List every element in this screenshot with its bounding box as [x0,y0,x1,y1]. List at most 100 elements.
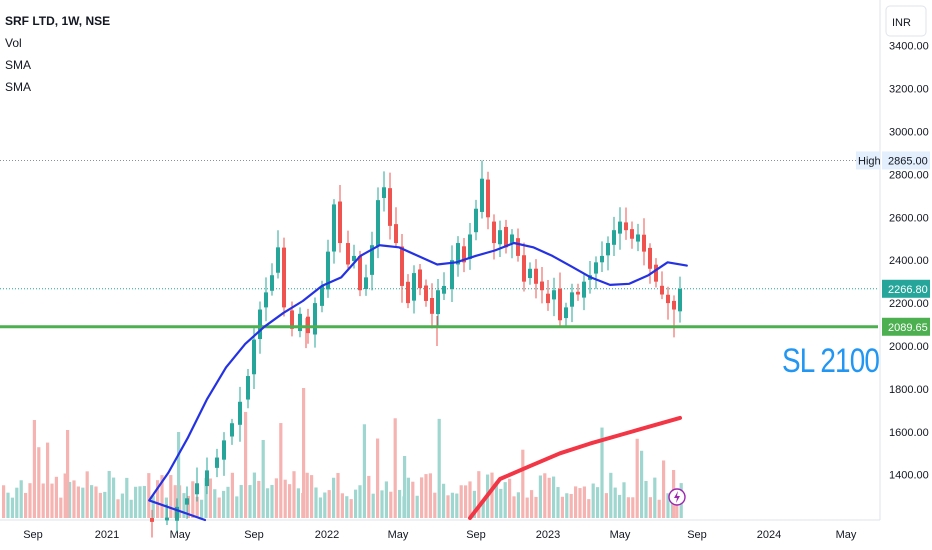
volume-bar [24,492,28,518]
volume-bar [644,480,648,518]
volume-bar [59,497,63,518]
volume-bar [292,471,296,518]
volume-bar [618,494,622,518]
volume-bar [450,492,454,518]
candle-body [522,255,526,282]
volume-bar [362,424,366,518]
candle-body [624,222,628,231]
volume-bar [310,475,314,518]
volume-bar [569,493,573,518]
volume-bar [591,483,595,518]
volume-bar [662,460,666,518]
volume-bar [142,485,146,518]
volume-bar [32,420,36,518]
candle-body [332,204,336,252]
currency-label: INR [892,17,911,29]
candle-body [648,247,652,269]
volume-bar [582,486,586,518]
volume-bar [204,477,208,518]
volume-bar [596,487,600,518]
x-tick-label: 2023 [536,529,560,541]
x-tick-label: May [836,529,857,541]
legend-sma-2[interactable]: SMA [5,80,32,94]
legend-volume[interactable]: Vol [5,36,22,50]
volume-bar [50,483,54,518]
volume-bar [543,473,547,518]
chart-legend: SRF LTD, 1W, NSE Vol SMA SMA [5,10,110,98]
candle-body [175,506,179,521]
volume-bar [376,438,380,518]
candle-body [382,187,386,198]
legend-sma-1[interactable]: SMA [5,58,32,72]
volume-bar [464,485,468,518]
y-tick-label: 1600.00 [889,427,929,439]
volume-bar [37,447,41,518]
volume-bar [349,499,353,518]
currency-box[interactable] [885,5,927,37]
high-price-box [882,151,930,170]
volume-bar [574,486,578,518]
volume-bar [81,487,85,518]
high-tag-label: High [858,155,881,167]
volume-bar [503,482,507,518]
volume-bar [222,490,226,518]
candle-body [678,288,682,312]
candle-body [205,470,209,487]
lightning-icon-glyph [674,491,680,503]
volume-bar [226,486,230,518]
volume-bar [191,481,195,518]
volume-bar [340,493,344,518]
candle-body [462,246,466,263]
volume-bar [424,474,428,518]
candle-body [358,256,362,291]
candle-body [412,273,416,301]
candle-body [346,243,350,265]
volume-bar [28,483,32,518]
candle-body [540,281,544,291]
volume-bar [565,493,569,518]
volume-bar [389,491,393,518]
candle-body [576,291,580,295]
volume-bar [54,476,58,518]
x-tick-label: 2022 [315,529,339,541]
candle-body [424,285,428,301]
candle-body [376,200,380,247]
volume-bar [147,473,151,518]
candle-body [546,293,550,304]
candle-body [394,224,398,244]
volume-bar [600,427,604,518]
volume-bar [406,477,410,518]
volume-bar [305,472,309,518]
stop-loss-annotation: SL 2100 [782,342,880,380]
y-tick-label: 3400.00 [889,41,929,53]
candle-body [400,246,404,286]
volume-bar [138,486,142,518]
volume-bar [640,450,644,518]
volume-bar [560,496,564,518]
volume-bar [552,476,556,518]
volume-bar [19,480,23,518]
candle-body [642,234,646,252]
candle-body [612,230,616,245]
volume-bar [94,486,98,518]
candle-body [666,294,670,304]
volume-bar [235,496,239,518]
volume-bar [415,495,419,518]
volume-bar [332,477,336,518]
volume-bar [248,485,252,518]
volume-bar [578,488,582,518]
y-tick-label: 2200.00 [889,298,929,310]
volume-bar [657,499,661,518]
y-tick-label: 1400.00 [889,470,929,482]
volume-bar [257,480,261,518]
candle-body [230,423,234,437]
volume-bar [72,480,76,518]
candle-body [370,245,374,275]
volume-bar [477,471,481,518]
y-tick-label: 3200.00 [889,84,929,96]
volume-bar [213,489,217,518]
volume-bar [107,470,111,518]
candle-body [282,247,286,308]
candle-body [618,221,622,234]
